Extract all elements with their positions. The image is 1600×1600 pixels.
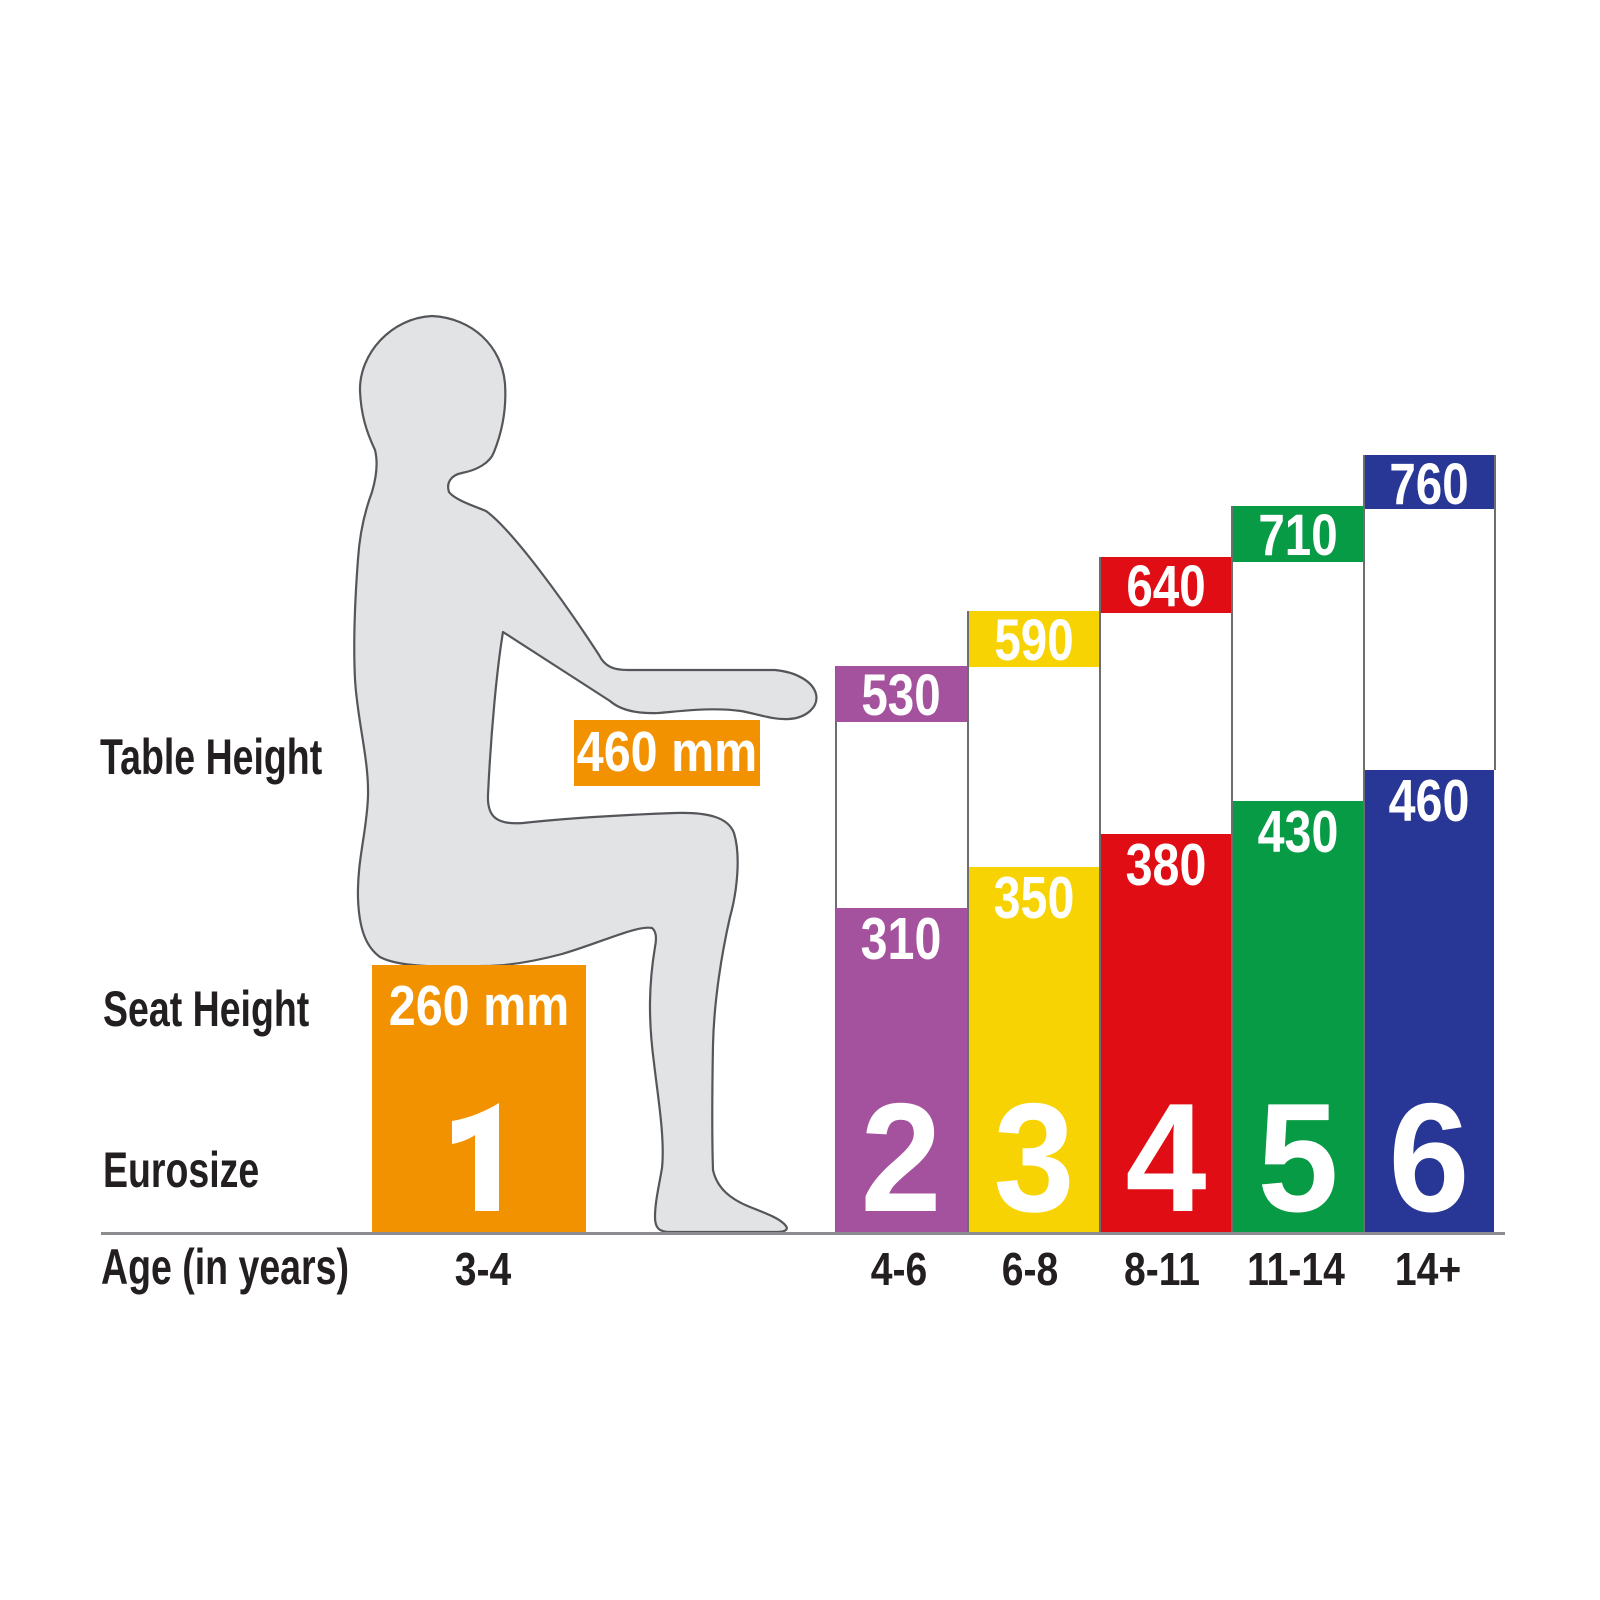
svg-text:3-4: 3-4: [455, 1244, 512, 1296]
svg-text:640: 640: [1126, 555, 1205, 620]
svg-text:11-14: 11-14: [1247, 1244, 1345, 1296]
svg-text:14+: 14+: [1395, 1244, 1461, 1296]
svg-text:5: 5: [1257, 1071, 1338, 1244]
svg-text:6: 6: [1388, 1071, 1469, 1244]
svg-text:350: 350: [994, 866, 1075, 932]
svg-text:2: 2: [860, 1071, 941, 1244]
svg-text:Seat Height: Seat Height: [103, 982, 309, 1037]
svg-text:710: 710: [1258, 504, 1337, 569]
svg-text:8-11: 8-11: [1124, 1244, 1200, 1296]
svg-text:4: 4: [1125, 1071, 1206, 1244]
svg-text:310: 310: [861, 907, 942, 973]
svg-text:460 mm: 460 mm: [577, 720, 757, 784]
svg-text:380: 380: [1126, 833, 1207, 899]
svg-text:Eurosize: Eurosize: [103, 1143, 259, 1198]
svg-text:Table Height: Table Height: [100, 730, 322, 785]
svg-text:6-8: 6-8: [1002, 1244, 1059, 1296]
svg-text:460: 460: [1389, 769, 1470, 835]
svg-text:530: 530: [861, 664, 940, 729]
svg-text:4-6: 4-6: [871, 1244, 928, 1296]
svg-text:260 mm: 260 mm: [389, 974, 569, 1038]
svg-text:Age (in years): Age (in years): [101, 1240, 349, 1295]
svg-text:3: 3: [993, 1071, 1074, 1244]
svg-text:590: 590: [994, 609, 1073, 674]
svg-text:430: 430: [1258, 800, 1339, 866]
svg-text:760: 760: [1389, 453, 1468, 518]
